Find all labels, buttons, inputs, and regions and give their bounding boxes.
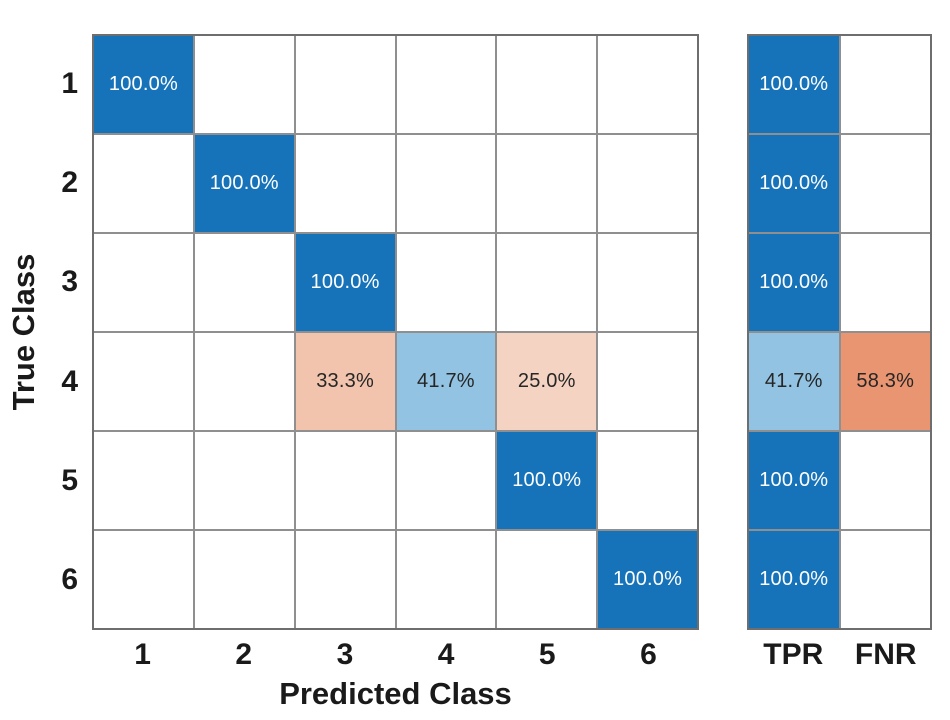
fnr-cell [840,36,930,133]
tpr-cell: 100.0% [749,531,839,628]
confusion-matrix-cell [598,36,697,133]
x-tick-label: 6 [640,638,657,671]
confusion-matrix-cell [194,531,294,628]
summary-grid: 100.0% 100.0% 100.0% 41.7% 58.3% 100.0% 100.0% [747,34,932,630]
confusion-matrix-cell [194,333,294,430]
confusion-matrix-cell [598,432,697,529]
x-tick-label: 1 [134,638,151,671]
confusion-matrix-cell [194,432,294,529]
confusion-matrix-cell [598,135,697,232]
confusion-matrix-cell [497,234,597,331]
fnr-cell [840,234,930,331]
confusion-matrix-cell [497,36,597,133]
tpr-cell: 100.0% [749,36,839,133]
confusion-matrix-cell [396,234,496,331]
x-tick-labels: 1 2 3 4 5 6 [92,636,699,674]
tpr-cell: 100.0% [749,234,839,331]
y-tick-label: 6 [61,563,78,597]
confusion-matrix-cell: 41.7% [396,333,496,430]
x-axis-label: Predicted Class [279,676,512,711]
x-tick-label: 5 [538,638,556,671]
y-tick-label: 5 [61,463,78,497]
fnr-cell [840,135,930,232]
fnr-cell [840,432,930,529]
x-tick-label: 4 [437,638,455,671]
y-tick-label: 3 [61,265,78,299]
x-tick-label: 3 [336,638,354,671]
confusion-matrix-cell [94,234,193,331]
confusion-matrix-cell [497,531,597,628]
confusion-matrix-cell [598,234,697,331]
confusion-matrix-cell [94,432,193,529]
confusion-matrix-cell: 100.0% [598,531,697,628]
confusion-matrix-cell: 100.0% [194,135,294,232]
confusion-matrix-cell [598,333,697,430]
confusion-matrix-cell: 100.0% [295,234,395,331]
tpr-cell: 41.7% [749,333,839,430]
confusion-matrix-cell [396,531,496,628]
confusion-matrix-cell [295,432,395,529]
confusion-matrix-cell [396,432,496,529]
fnr-cell [840,531,930,628]
confusion-matrix-cell [497,135,597,232]
confusion-matrix-cell [295,135,395,232]
confusion-matrix-cell [396,36,496,133]
confusion-matrix-cell [396,135,496,232]
tpr-cell: 100.0% [749,432,839,529]
confusion-matrix-cell [94,333,193,430]
y-tick-label: 2 [61,165,78,199]
fnr-cell: 58.3% [840,333,930,430]
y-tick-labels: 1 2 3 4 5 6 [10,34,78,630]
confusion-matrix-cell: 33.3% [295,333,395,430]
confusion-matrix-cell [94,531,193,628]
confusion-matrix-cell: 100.0% [94,36,193,133]
x-tick-label: 2 [235,638,253,671]
confusion-matrix-cell [94,135,193,232]
summary-tick-label: TPR [763,638,824,671]
confusion-matrix-cell: 25.0% [497,333,597,430]
y-tick-label: 4 [61,364,78,398]
confusion-matrix-cell [295,36,395,133]
y-tick-label: 1 [61,66,78,100]
tpr-cell: 100.0% [749,135,839,232]
confusion-matrix-cell: 100.0% [497,432,597,529]
confusion-matrix-cell [194,234,294,331]
confusion-matrix-cell [194,36,294,133]
confusion-matrix-cell [295,531,395,628]
confusion-matrix-grid: 100.0% 100.0% 100.0% 33.3% 41.7% 25.0% 100.0% 1… [92,34,699,630]
summary-tick-label: FNR [854,638,917,671]
summary-tick-labels: TPR FNR [747,636,932,674]
